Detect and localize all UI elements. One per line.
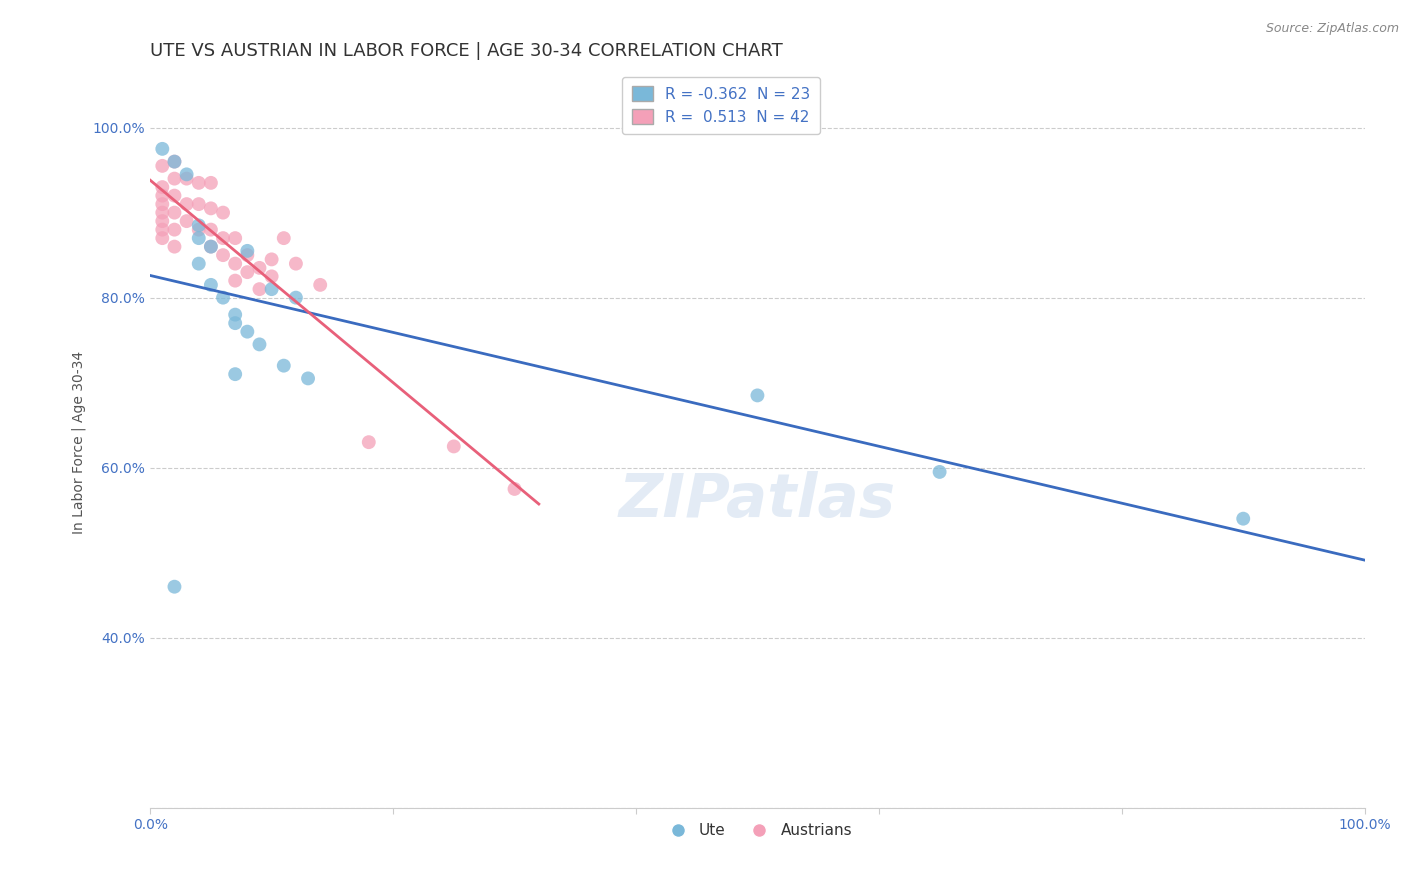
Point	[236, 265, 259, 279]
Point	[443, 439, 465, 453]
Point	[260, 269, 283, 284]
Point	[747, 388, 769, 402]
Point	[200, 277, 222, 292]
Point	[249, 260, 271, 275]
Point	[187, 197, 209, 211]
Point	[163, 171, 186, 186]
Point	[212, 231, 235, 245]
Point	[187, 222, 209, 236]
Point	[284, 291, 307, 305]
Point	[150, 180, 173, 194]
Point	[200, 222, 222, 236]
Point	[309, 277, 332, 292]
Point	[163, 154, 186, 169]
Point	[176, 197, 198, 211]
Point	[224, 308, 246, 322]
Point	[224, 257, 246, 271]
Point	[200, 176, 222, 190]
Point	[150, 205, 173, 219]
Point	[249, 337, 271, 351]
Point	[503, 482, 526, 496]
Point	[150, 142, 173, 156]
Text: UTE VS AUSTRIAN IN LABOR FORCE | AGE 30-34 CORRELATION CHART: UTE VS AUSTRIAN IN LABOR FORCE | AGE 30-…	[150, 42, 783, 60]
Point	[176, 167, 198, 181]
Point	[1232, 511, 1254, 525]
Point	[212, 248, 235, 262]
Point	[163, 205, 186, 219]
Point	[260, 282, 283, 296]
Point	[212, 205, 235, 219]
Point	[224, 231, 246, 245]
Point	[273, 359, 295, 373]
Point	[163, 154, 186, 169]
Point	[150, 231, 173, 245]
Point	[224, 316, 246, 330]
Point	[187, 176, 209, 190]
Point	[249, 282, 271, 296]
Point	[236, 248, 259, 262]
Point	[200, 239, 222, 253]
Point	[163, 580, 186, 594]
Point	[187, 257, 209, 271]
Point	[150, 214, 173, 228]
Point	[176, 171, 198, 186]
Point	[187, 231, 209, 245]
Point	[236, 325, 259, 339]
Point	[150, 197, 173, 211]
Point	[928, 465, 950, 479]
Legend: Ute, Austrians: Ute, Austrians	[657, 817, 859, 844]
Text: Source: ZipAtlas.com: Source: ZipAtlas.com	[1265, 22, 1399, 36]
Point	[297, 371, 319, 385]
Point	[163, 222, 186, 236]
Point	[150, 222, 173, 236]
Point	[260, 252, 283, 267]
Point	[163, 188, 186, 202]
Point	[200, 239, 222, 253]
Point	[357, 435, 380, 450]
Point	[284, 257, 307, 271]
Point	[150, 159, 173, 173]
Text: ZIPatlas: ZIPatlas	[619, 471, 896, 530]
Point	[224, 367, 246, 381]
Y-axis label: In Labor Force | Age 30-34: In Labor Force | Age 30-34	[72, 351, 86, 533]
Point	[212, 291, 235, 305]
Point	[163, 239, 186, 253]
Point	[224, 274, 246, 288]
Point	[176, 214, 198, 228]
Point	[273, 231, 295, 245]
Point	[187, 219, 209, 233]
Point	[200, 202, 222, 216]
Point	[236, 244, 259, 258]
Point	[150, 188, 173, 202]
